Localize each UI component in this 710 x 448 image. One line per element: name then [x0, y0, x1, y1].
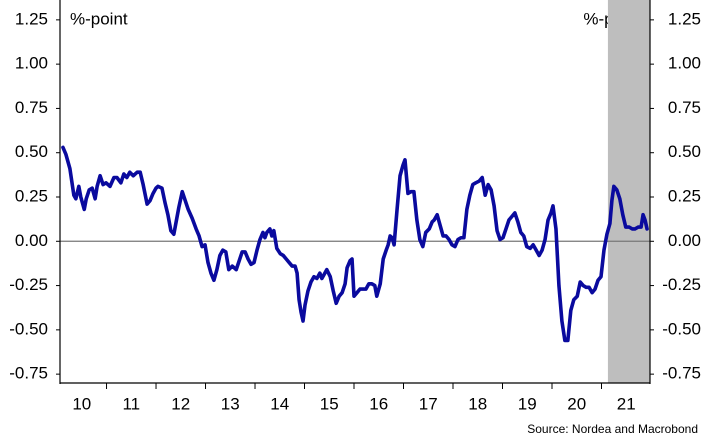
y-tick-label: 0.75: [15, 98, 48, 117]
x-tick-label: 21: [617, 394, 636, 413]
x-tick-label: 12: [171, 394, 190, 413]
y-tick-label: 0.25: [15, 186, 48, 205]
y-tick-label: 1.25: [15, 9, 48, 28]
y-tick-label: 1.00: [15, 54, 48, 73]
y2-tick-label: -0.50: [662, 319, 701, 338]
x-tick-label: 17: [419, 394, 438, 413]
x-tick-label: 19: [518, 394, 537, 413]
y-tick-label: 0.50: [15, 142, 48, 161]
x-tick-label: 18: [468, 394, 487, 413]
y2-tick-label: 0.75: [668, 98, 701, 117]
y2-tick-label: 0.50: [668, 142, 701, 161]
x-tick-label: 10: [72, 394, 91, 413]
y-tick-label: -0.75: [9, 364, 48, 383]
data-line: [61, 145, 649, 343]
y-tick-label: -0.50: [9, 319, 48, 338]
y-axis-label: %-point: [70, 9, 128, 28]
y2-tick-label: 1.00: [668, 54, 701, 73]
y2-tick-label: -0.75: [662, 364, 701, 383]
x-tick-label: 13: [221, 394, 240, 413]
source-note: Source: Nordea and Macrobond: [527, 422, 698, 436]
x-tick-label: 20: [567, 394, 586, 413]
x-tick-label: 16: [369, 394, 388, 413]
y2-tick-label: 1.25: [668, 9, 701, 28]
x-tick-label: 11: [122, 394, 140, 413]
x-tick-label: 14: [270, 394, 289, 413]
y2-tick-label: -0.25: [662, 275, 701, 294]
x-tick-label: 15: [320, 394, 339, 413]
y2-tick-label: 0.00: [668, 231, 701, 250]
y2-tick-label: 0.25: [668, 186, 701, 205]
y-tick-label: 0.00: [15, 231, 48, 250]
y-tick-label: -0.25: [9, 275, 48, 294]
